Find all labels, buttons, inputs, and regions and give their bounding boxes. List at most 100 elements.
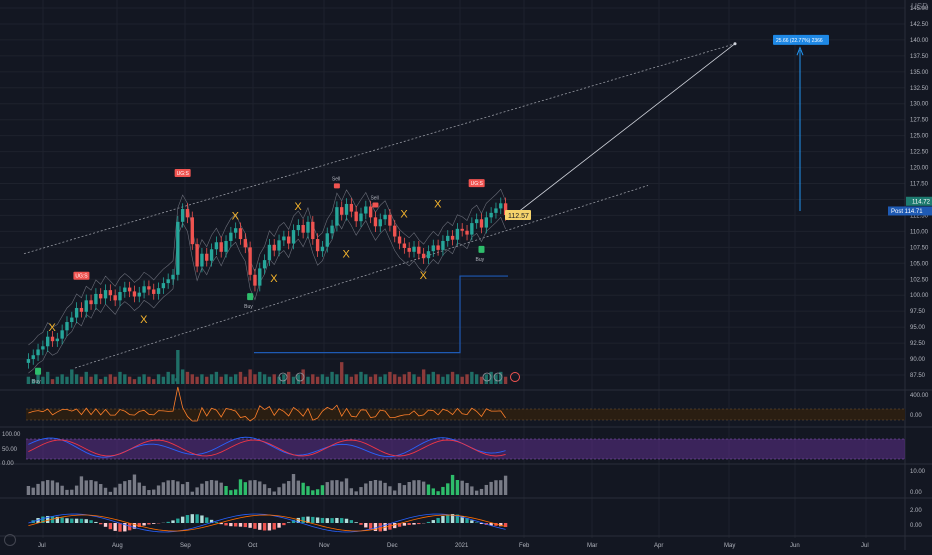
momentum-bar <box>85 480 88 495</box>
x-marker: X <box>270 273 278 285</box>
candle-body <box>142 286 145 292</box>
price-axis-tick: 110.00 <box>910 229 929 235</box>
macd-histogram-bar <box>176 519 179 523</box>
price-axis-tick: 132.50 <box>910 86 929 92</box>
macd-histogram-bar <box>301 517 304 523</box>
macd-histogram-bar <box>85 519 88 523</box>
momentum-bar <box>461 481 464 495</box>
momentum-bar <box>369 481 372 495</box>
momentum-bar <box>215 481 218 495</box>
macd-histogram-bar <box>60 518 63 523</box>
volume-bar <box>422 369 425 384</box>
time-axis-tick: Apr <box>654 543 663 549</box>
macd-histogram-bar <box>186 515 189 523</box>
candle-body <box>417 247 420 254</box>
currency-label: USD <box>911 2 928 11</box>
momentum-bar <box>330 480 333 495</box>
x-marker: X <box>400 209 408 221</box>
momentum-bar <box>176 481 179 495</box>
momentum-bar <box>205 481 208 495</box>
candle-body <box>65 322 68 330</box>
volume-bar <box>258 372 261 384</box>
volume-bar <box>359 372 362 384</box>
price-axis-tick: 87.50 <box>910 373 926 379</box>
momentum-bar <box>412 480 415 495</box>
momentum-bar <box>118 484 121 495</box>
candle-body <box>80 308 83 312</box>
candle-body <box>422 254 425 258</box>
candle-body <box>70 318 73 322</box>
time-axis-tick: Jul <box>38 543 46 549</box>
sell-label: Sell <box>332 176 340 182</box>
settings-icon[interactable] <box>4 534 16 546</box>
candle-body <box>27 359 30 363</box>
momentum-bar <box>133 475 136 495</box>
volume-bar <box>104 377 107 384</box>
price-axis-tick: 130.00 <box>910 102 929 108</box>
volume-bar <box>268 377 271 384</box>
candle-body <box>239 228 242 239</box>
buy-marker <box>247 293 253 300</box>
x-marker: X <box>140 314 148 326</box>
buy-marker <box>478 246 484 253</box>
momentum-bar <box>335 480 338 495</box>
volume-bar <box>403 374 406 384</box>
momentum-bar <box>268 488 271 495</box>
momentum-bar <box>441 487 444 495</box>
momentum-bar <box>248 480 251 495</box>
momentum-bar <box>403 485 406 495</box>
momentum-bar <box>499 480 502 495</box>
momentum-axis-tick: 0.00 <box>910 490 922 496</box>
momentum-bar <box>65 490 68 495</box>
candle-body <box>436 245 439 249</box>
momentum-bar <box>350 488 353 495</box>
momentum-bar <box>200 484 203 495</box>
volume-bar <box>94 374 97 384</box>
momentum-bar <box>70 490 73 495</box>
macd-histogram-bar <box>359 523 362 525</box>
volume-bar <box>85 372 88 384</box>
macd-histogram-bar <box>80 519 83 523</box>
candle-body <box>152 289 155 293</box>
price-axis-tick: 102.50 <box>910 277 929 283</box>
candle-body <box>118 292 121 300</box>
momentum-bar <box>181 484 184 495</box>
candle-body <box>85 300 88 311</box>
candle-body <box>244 239 247 247</box>
volume-bar <box>393 374 396 384</box>
candle-body <box>398 236 401 243</box>
momentum-bar <box>273 492 276 495</box>
step-line <box>254 276 508 353</box>
candle-body <box>345 204 348 215</box>
candle-body <box>89 300 92 304</box>
candle-body <box>229 233 232 241</box>
measure-label: 25.66 (22.77%) 2366 <box>776 38 823 44</box>
candle-body <box>383 215 386 219</box>
buy-marker <box>35 368 41 375</box>
momentum-bar <box>104 488 107 495</box>
volume-bar <box>142 374 145 384</box>
volume-bar <box>239 372 242 384</box>
momentum-bar <box>56 482 59 495</box>
candle-body <box>297 225 300 230</box>
candle-body <box>138 293 141 297</box>
candle-body <box>480 219 483 227</box>
volume-bar <box>316 377 319 384</box>
volume-bar <box>220 377 223 384</box>
momentum-bar <box>321 485 324 495</box>
candle-body <box>263 260 266 268</box>
price-axis-tick: 140.00 <box>910 38 929 44</box>
volume-bar <box>354 374 357 384</box>
momentum-bar <box>152 490 155 495</box>
price-axis-tick: 92.50 <box>910 341 926 347</box>
momentum-bar <box>51 480 54 495</box>
price-axis-tick: 117.50 <box>910 182 929 188</box>
momentum-bar <box>306 486 309 495</box>
volume-bar <box>123 374 126 384</box>
volume-bar <box>234 374 237 384</box>
macd-histogram-bar <box>75 519 78 523</box>
volume-bar <box>465 374 468 384</box>
candle-body <box>465 231 468 235</box>
